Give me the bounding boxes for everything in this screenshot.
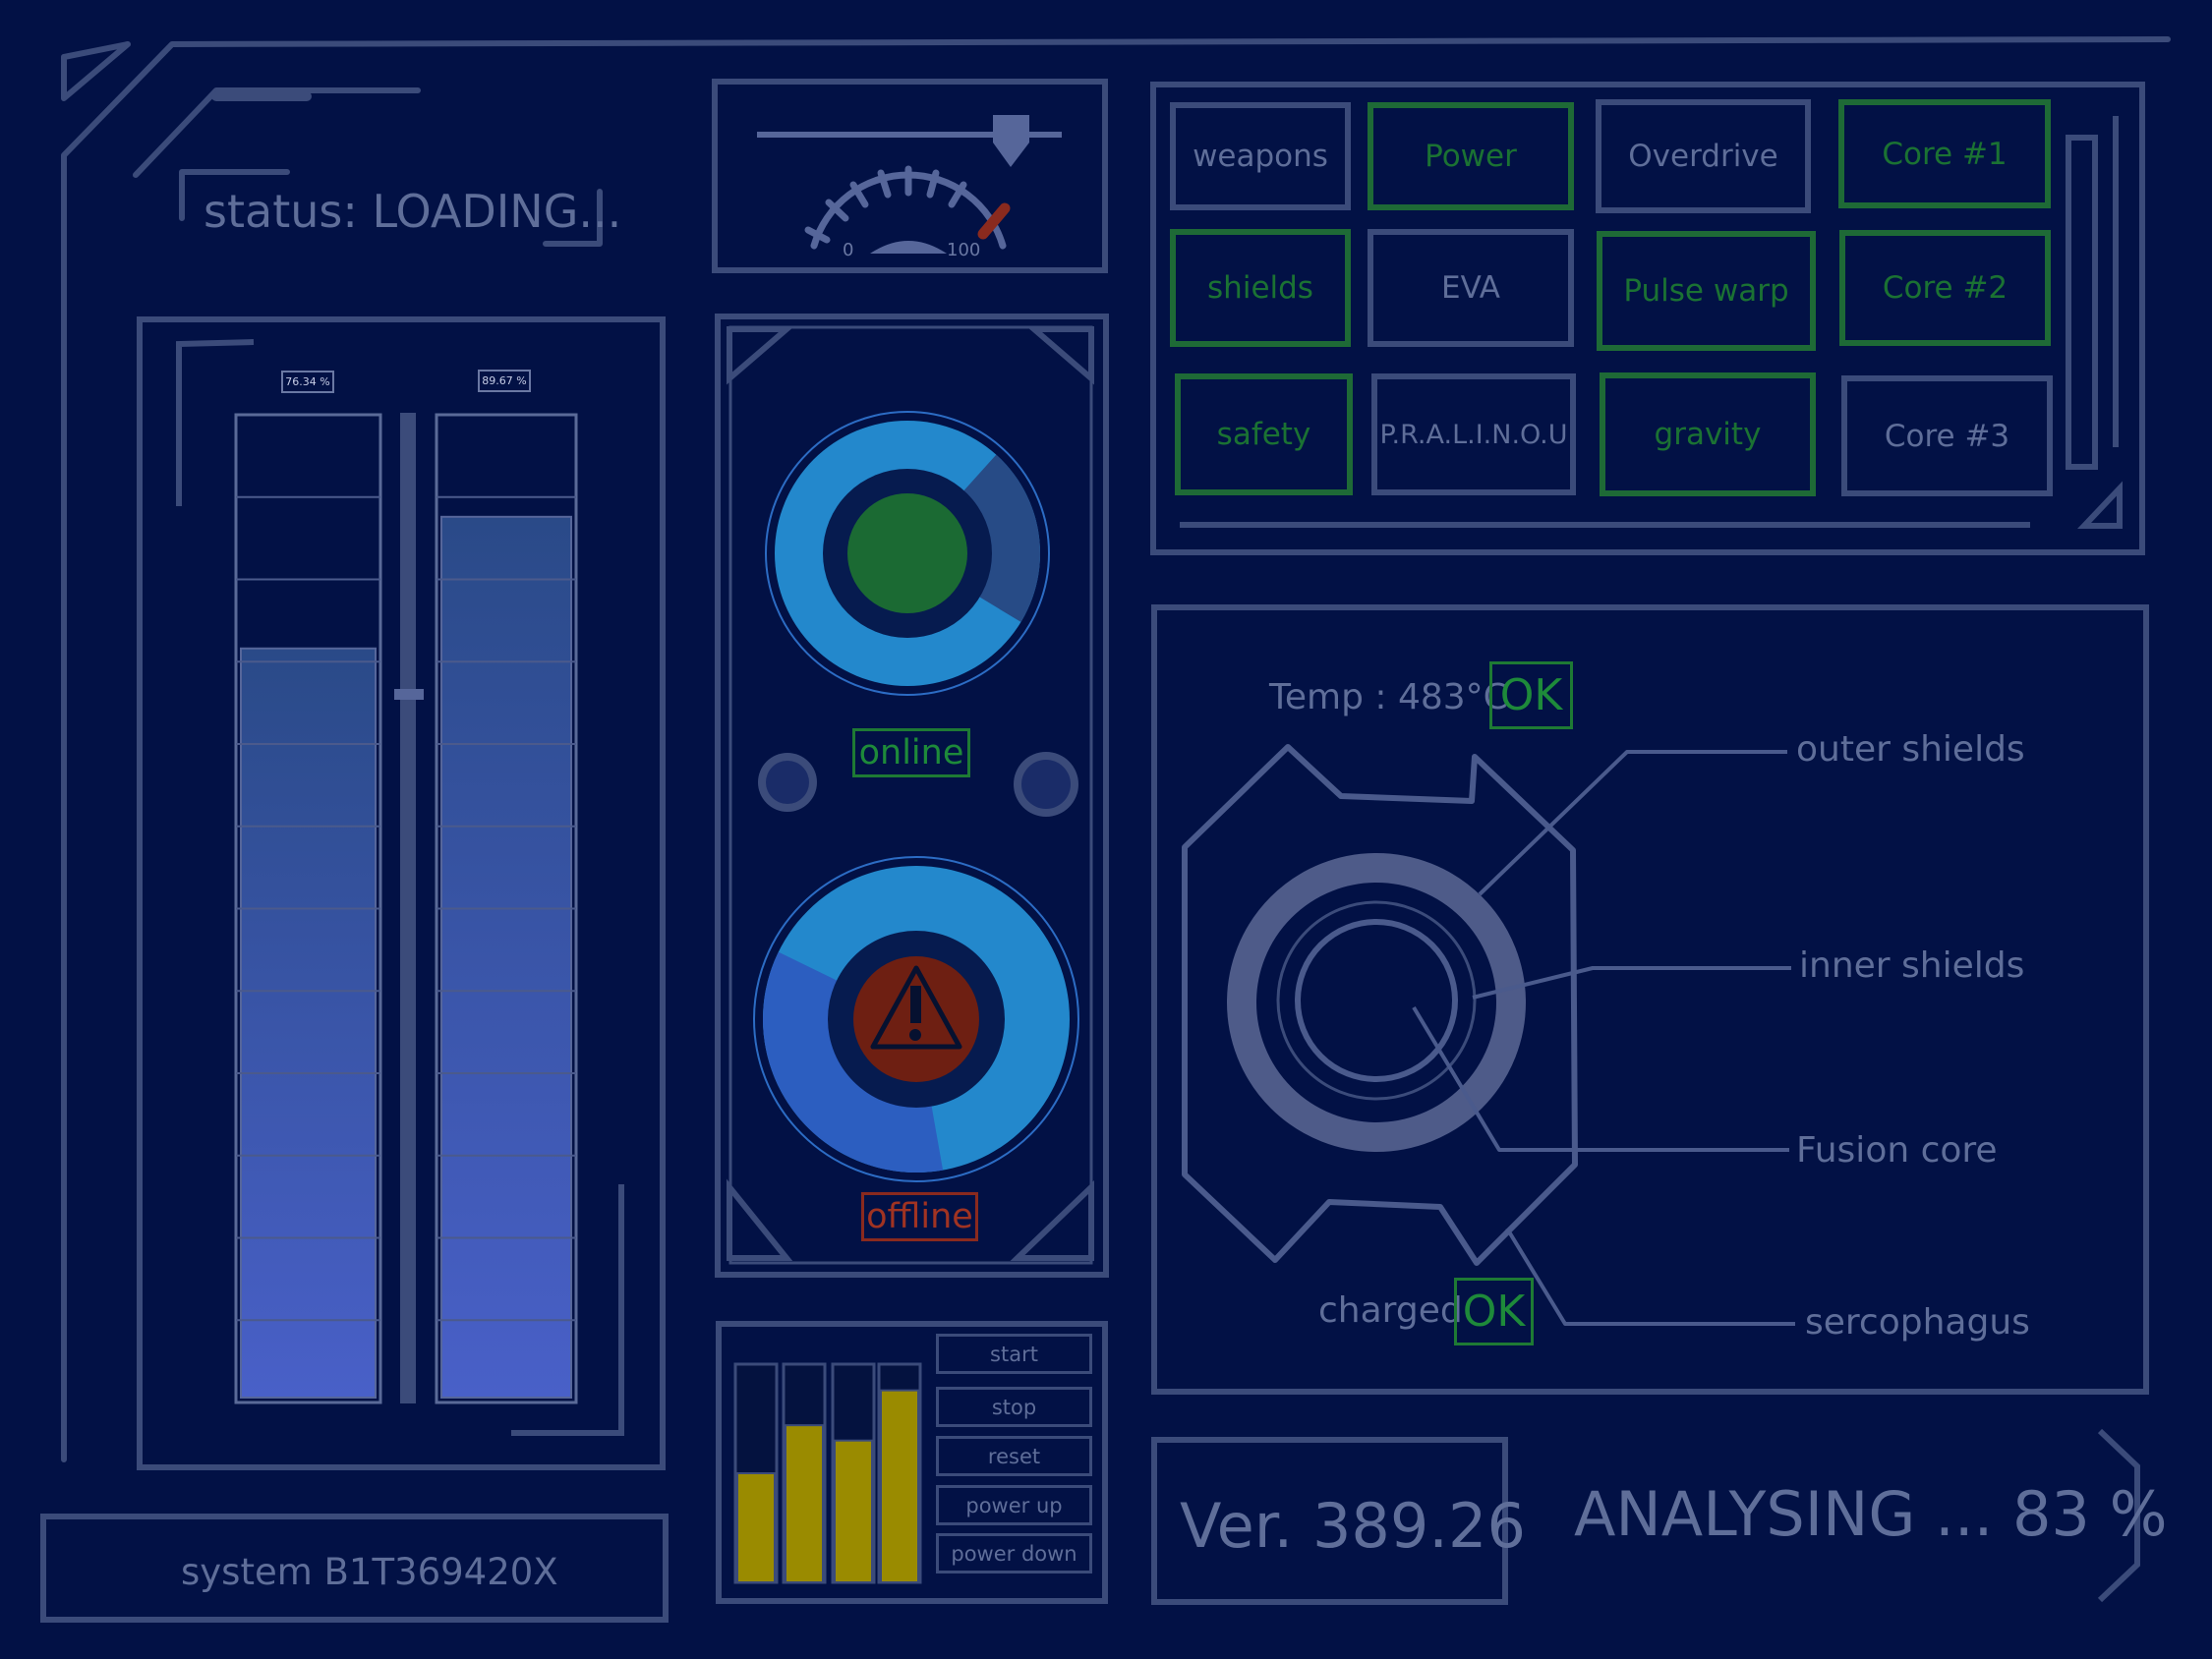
gauge-right [435,413,578,1404]
temp-reading: Temp : 483°C [1269,677,1508,717]
gauge-right-fill [440,515,572,1399]
system-button-frame[interactable] [1596,99,1811,213]
system-button-frame[interactable] [1838,99,2051,208]
system-button-gravity[interactable]: gravity [1654,417,1762,452]
core-diagram [1182,744,1795,1326]
stop-button[interactable]: stop [936,1387,1092,1427]
system-button-frame[interactable] [1368,102,1574,210]
reactor-knob-left-icon[interactable] [758,753,817,812]
power-up-button[interactable]: power up [936,1485,1092,1525]
online-status-badge: online [852,728,970,777]
start-button[interactable]: start [936,1334,1092,1374]
system-button-safety[interactable]: safety [1216,417,1311,452]
system-button-eva[interactable]: EVA [1440,270,1501,306]
version-text: Ver. 389.26 [1180,1490,1526,1562]
temp-status-badge: OK [1489,661,1573,729]
dial-gauge [804,165,1007,250]
top-slider-thumb[interactable] [993,115,1029,167]
offline-status-badge: offline [861,1192,978,1241]
system-button-frame[interactable] [1839,230,2051,346]
control-bar-fill [880,1389,919,1584]
system-button-frame[interactable] [1170,229,1351,347]
system-button-overdrive[interactable]: Overdrive [1628,139,1778,174]
charged-status-badge: OK [1454,1278,1534,1345]
offline-reactor [753,856,1079,1182]
system-button-frame[interactable] [1170,102,1351,210]
system-button-frame[interactable] [1175,373,1353,495]
system-button-core-3[interactable]: Core #3 [1884,418,2010,454]
gauge-left [234,413,382,1404]
system-button-power[interactable]: Power [1425,139,1517,174]
system-button-core-2[interactable]: Core #2 [1882,270,2008,306]
gauge-slider-track [400,413,416,1403]
dial-max-label: 100 [947,240,981,260]
gauge-left-fill [240,647,377,1399]
system-button-shields[interactable]: shields [1207,270,1313,306]
charged-label: charged [1318,1290,1463,1331]
callout-fusion-core: Fusion core [1796,1130,1998,1171]
system-button-frame[interactable] [1597,231,1816,351]
system-id: system B1T369420X [181,1551,558,1593]
system-button-frame[interactable] [1371,373,1576,495]
left-gauge-value: 76.34 % [281,371,334,393]
control-bars [733,1362,922,1584]
right-gauge-value: 89.67 % [478,370,531,392]
reactor-panel [715,314,1109,1278]
reactor-knob-right-icon[interactable] [1014,752,1078,817]
gauge-slider-handle[interactable] [394,689,424,700]
online-indicator-icon [847,493,967,613]
callout-outer-shields: outer shields [1796,729,2025,770]
system-button-frame[interactable] [1841,375,2053,496]
callout-sercophagus: sercophagus [1805,1302,2030,1343]
system-button-frame[interactable] [1600,372,1816,496]
reset-button[interactable]: reset [936,1436,1092,1476]
systems-grid [1170,99,2053,496]
control-bar-fill [785,1424,824,1584]
system-button-core-1[interactable]: Core #1 [1882,136,2008,172]
control-bar-fill [736,1472,776,1583]
analysing-progress-text: ANALYSING ... 83 % [1574,1478,2168,1550]
control-bar-fill [834,1439,873,1583]
system-button-p-r-a-l-i-n-o-u[interactable]: P.R.A.L.I.N.O.U [1379,419,1568,450]
status-text: status: LOADING... [204,185,622,238]
callout-inner-shields: inner shields [1799,945,2025,986]
online-reactor [765,411,1050,696]
warning-icon [870,965,962,1050]
system-button-weapons[interactable]: weapons [1193,139,1328,174]
system-button-frame[interactable] [1368,229,1574,347]
gauge-panel [137,316,666,1470]
dial-panel [712,79,1108,273]
power-down-button[interactable]: power down [936,1533,1092,1573]
dial-min-label: 0 [843,240,854,260]
system-button-pulse-warp[interactable]: Pulse warp [1623,273,1789,309]
